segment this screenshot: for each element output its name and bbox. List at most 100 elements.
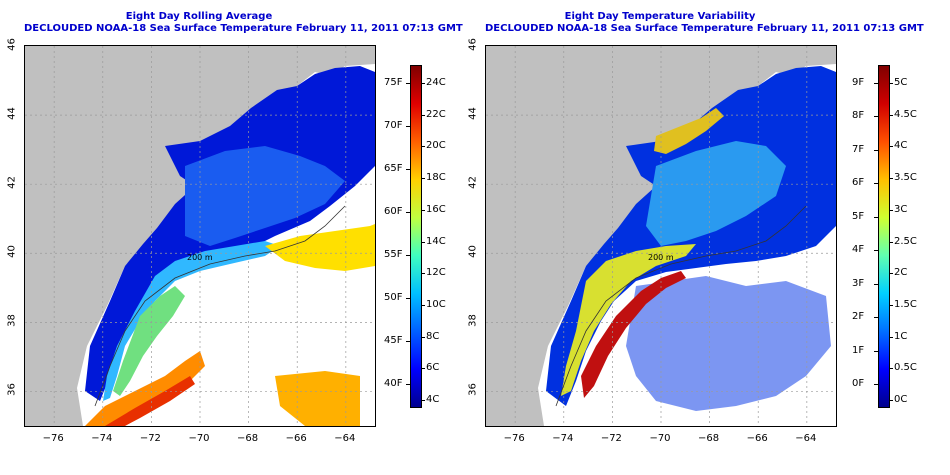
colorbar-tick <box>874 149 878 151</box>
colorbar-celsius-label: 4C <box>894 140 908 152</box>
colorbar-tick <box>874 183 878 185</box>
right-title-line1: Eight Day Temperature Variability <box>564 11 756 22</box>
sst-warm-gulfstream <box>85 351 205 426</box>
colorbar-tick <box>889 400 893 401</box>
colorbar-fahrenheit-label: 40F <box>384 378 403 389</box>
colorbar-tick <box>406 384 410 385</box>
colorbar-fahrenheit-label: 60F <box>384 206 403 217</box>
colorbar-fahrenheit-label: 3F <box>852 277 865 289</box>
colorbar-celsius-label: 8C <box>426 330 440 342</box>
colorbar-tick <box>889 209 893 211</box>
colorbar-tick <box>889 178 893 180</box>
x-tick-label: −72 <box>139 433 161 444</box>
colorbar-tick <box>874 116 878 118</box>
colorbar-tick <box>406 341 410 342</box>
colorbar-tick <box>421 241 425 243</box>
colorbar-tick <box>421 400 425 401</box>
colorbar-tick <box>421 209 425 211</box>
colorbar-celsius-label: 2C <box>894 267 908 279</box>
x-tick-label: −68 <box>698 433 720 444</box>
colorbar-fahrenheit-label: 50F <box>384 292 403 303</box>
colorbar-fahrenheit-label: 45F <box>384 335 403 346</box>
colorbar-tick <box>406 83 410 84</box>
colorbar-tick <box>406 255 410 256</box>
colorbar-celsius-label: 10C <box>426 298 446 310</box>
sst-warm-pool <box>265 224 375 271</box>
colorbar-tick <box>406 126 410 127</box>
y-tick-label: 36 <box>467 383 479 397</box>
colorbar-fahrenheit-label: 2F <box>852 311 865 323</box>
right-variability-map: 200 m <box>485 45 837 427</box>
colorbar-tick <box>874 317 878 319</box>
sst-mid-blue-region <box>185 146 345 246</box>
x-tick-label: −64 <box>334 433 356 444</box>
colorbar-tick <box>889 114 893 116</box>
x-tick-label: −76 <box>42 433 64 444</box>
sst-warm-patch <box>275 371 360 426</box>
colorbar-fahrenheit-label: 0F <box>852 378 865 389</box>
colorbar-tick <box>421 304 425 306</box>
x-tick-label: −72 <box>600 433 622 444</box>
colorbar-celsius-label: 18C <box>426 172 446 184</box>
colorbar-celsius-label: 0C <box>894 394 908 405</box>
colorbar-celsius-label: 16C <box>426 203 446 215</box>
colorbar-tick <box>421 336 425 338</box>
colorbar-fahrenheit-label: 9F <box>852 77 865 88</box>
left-title-line2: DECLOUDED NOAA-18 Sea Surface Temperatur… <box>24 23 463 34</box>
contour-label: 200 m <box>187 253 213 262</box>
isobath-contour <box>94 205 346 407</box>
variability-shelf-band <box>561 244 696 396</box>
variability-high-core <box>581 271 686 398</box>
colorbar-celsius-label: 24C <box>426 77 446 88</box>
y-tick-label: 44 <box>6 107 18 120</box>
colorbar-tick <box>421 146 425 148</box>
y-tick-label: 36 <box>6 383 18 397</box>
colorbar-celsius-label: 3.5C <box>894 172 917 184</box>
land-mass <box>25 46 375 426</box>
colorbar-tick <box>421 368 425 370</box>
colorbar-celsius-label: 12C <box>426 267 446 279</box>
x-tick-label: −74 <box>91 433 113 444</box>
x-tick-label: −66 <box>285 433 307 444</box>
colorbar-fahrenheit-label: 70F <box>384 120 403 131</box>
x-tick-label: −74 <box>552 433 574 444</box>
colorbar-tick <box>874 83 878 84</box>
colorbar-tick <box>421 83 425 84</box>
colorbar-tick <box>874 216 878 218</box>
colorbar-tick <box>421 114 425 116</box>
left-colorbar <box>410 65 422 408</box>
y-tick-label: 38 <box>467 314 479 328</box>
colorbar-celsius-label: 4C <box>426 394 440 405</box>
x-tick-label: −64 <box>795 433 817 444</box>
left-sst-map: 200 m <box>24 45 376 427</box>
right-title-line2: DECLOUDED NOAA-18 Sea Surface Temperatur… <box>485 23 924 34</box>
y-tick-label: 42 <box>467 176 479 190</box>
y-tick-label: 46 <box>467 38 479 51</box>
colorbar-fahrenheit-label: 4F <box>852 244 865 256</box>
y-tick-label: 44 <box>467 107 479 120</box>
y-tick-label: 38 <box>6 314 18 328</box>
isobath-contour <box>555 205 807 407</box>
variability-mid-region <box>646 141 786 246</box>
variability-scattered-patches <box>626 276 831 411</box>
colorbar-tick <box>874 250 878 252</box>
x-tick-label: −70 <box>649 433 671 444</box>
y-tick-label: 40 <box>467 245 479 259</box>
colorbar-celsius-label: 0.5C <box>894 362 917 374</box>
y-tick-label: 40 <box>6 245 18 259</box>
colorbar-celsius-label: 5C <box>894 77 908 88</box>
sst-hot-core <box>105 376 195 426</box>
colorbar-tick <box>889 368 893 370</box>
colorbar-tick <box>421 178 425 180</box>
colorbar-tick <box>406 212 410 213</box>
variability-northern-band <box>654 108 724 154</box>
colorbar-celsius-label: 1C <box>894 330 908 342</box>
colorbar-tick <box>406 298 410 299</box>
colorbar-celsius-label: 22C <box>426 108 446 120</box>
colorbar-fahrenheit-label: 8F <box>852 110 865 122</box>
colorbar-tick <box>406 169 410 170</box>
contour-label: 200 m <box>648 253 674 262</box>
colorbar-celsius-label: 1.5C <box>894 298 917 310</box>
colorbar-tick <box>889 336 893 338</box>
colorbar-tick <box>889 146 893 148</box>
